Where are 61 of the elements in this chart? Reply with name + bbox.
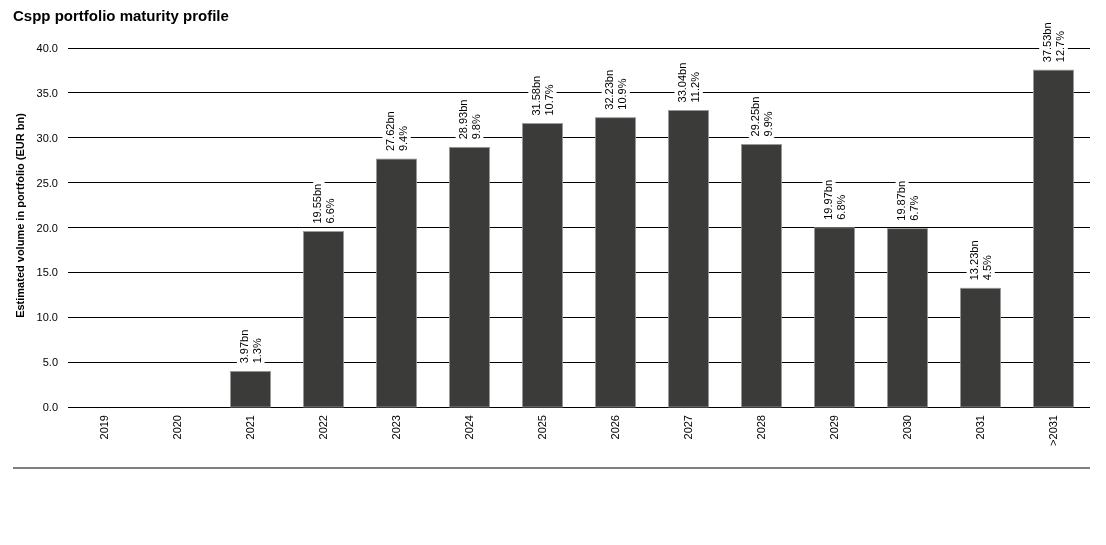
bar — [449, 146, 490, 408]
data-label: 27.62bn — [384, 111, 397, 152]
annotation: 9.9% — [762, 111, 775, 137]
y-tick-label: 15.0 — [36, 266, 58, 279]
bar — [303, 231, 344, 408]
data-label: 37.53bn — [1041, 22, 1054, 63]
x-tick-label: 2022 — [317, 415, 330, 440]
x-tick-label: 2019 — [98, 415, 111, 440]
data-label: 19.55bn — [311, 183, 324, 224]
bar — [887, 228, 928, 408]
y-tick-label: 25.0 — [36, 176, 58, 189]
bar — [522, 123, 563, 408]
data-label: 31.58bn — [530, 75, 543, 116]
y-tick-label: 10.0 — [36, 311, 58, 324]
y-tick-label: 20.0 — [36, 221, 58, 234]
bar — [376, 158, 417, 408]
annotation: 10.7% — [543, 84, 556, 116]
annotation: 10.9% — [616, 78, 629, 110]
y-tick-label: 30.0 — [36, 131, 58, 144]
annotation: 9.4% — [397, 125, 410, 152]
annotation: 4.5% — [981, 254, 994, 281]
bar — [960, 287, 1001, 408]
x-tick-label: 2025 — [536, 415, 549, 440]
x-tick-label: 2029 — [828, 415, 841, 440]
x-tick-label: 2020 — [171, 415, 184, 440]
data-label: 29.25bn — [749, 96, 762, 137]
data-label: 32.23bn — [603, 69, 616, 110]
y-tick-label: 0.0 — [42, 401, 58, 414]
x-tick-label: 2028 — [755, 415, 768, 440]
annotation: 11.2% — [689, 71, 702, 103]
x-tick-label: 2030 — [901, 415, 914, 440]
y-tick-label: 40.0 — [36, 42, 58, 55]
x-tick-label: 2021 — [244, 415, 257, 440]
data-label: 33.04bn — [676, 62, 689, 103]
x-tick-label: >2031 — [1047, 415, 1060, 446]
data-label: 28.93bn — [457, 99, 470, 140]
bar — [814, 227, 855, 408]
annotation: 12.7% — [1054, 30, 1067, 63]
annotation: 6.6% — [324, 198, 337, 224]
chart-title: Cspp portfolio maturity profile — [13, 7, 229, 24]
annotation: 9.8% — [470, 114, 483, 140]
annotation: 6.8% — [835, 194, 848, 220]
bar — [668, 110, 709, 408]
bar — [1033, 69, 1074, 408]
bar — [741, 144, 782, 408]
y-axis-title: Estimated volume in portfolio (EUR bn) — [14, 112, 26, 318]
bar — [595, 117, 636, 408]
annotation: 6.7% — [908, 195, 921, 221]
data-label: 19.87bn — [895, 180, 908, 221]
data-label: 13.23bn — [968, 240, 981, 281]
data-label: 19.97bn — [822, 180, 835, 220]
x-tick-label: 2024 — [463, 415, 476, 440]
x-tick-label: 2031 — [974, 415, 987, 440]
x-tick-label: 2027 — [682, 415, 695, 440]
y-tick-label: 35.0 — [36, 86, 58, 99]
bar — [230, 370, 271, 408]
data-label: 3.97bn — [238, 329, 251, 364]
annotation: 1.3% — [251, 338, 264, 364]
x-tick-label: 2026 — [609, 415, 622, 440]
x-tick-label: 2023 — [390, 415, 403, 440]
y-tick-label: 5.0 — [42, 356, 58, 369]
